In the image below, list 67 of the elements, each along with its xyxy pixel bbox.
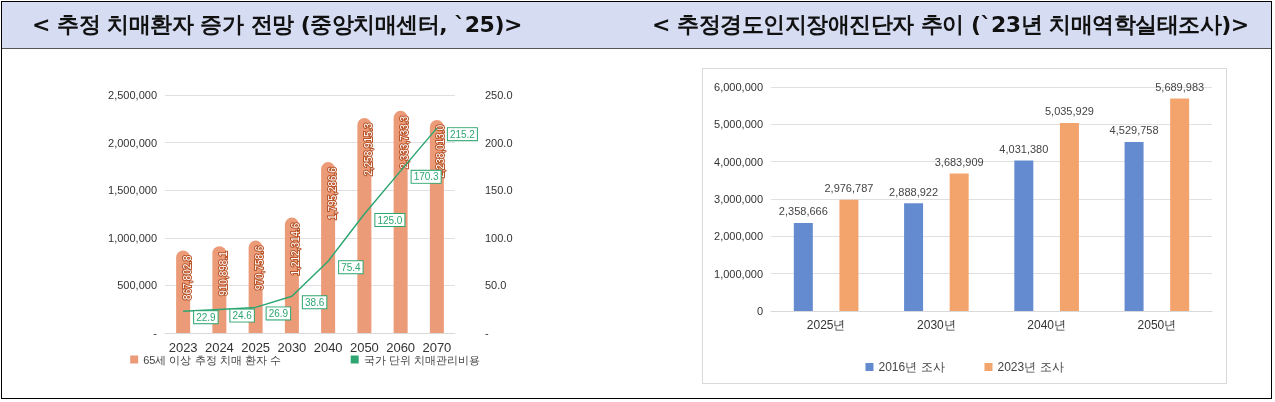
data-label: 4,031,380	[999, 143, 1049, 155]
x-tick-label: 2050년	[1137, 318, 1177, 332]
bar	[1124, 141, 1144, 311]
legend-label: 2023년 조사	[997, 360, 1064, 374]
data-label: 38.6	[304, 296, 325, 308]
data-label: 1,212,314.6	[290, 222, 302, 276]
y-tick-label: 4,000,000	[714, 155, 763, 168]
x-tick-label: 2030년	[917, 318, 956, 332]
bar	[793, 222, 813, 311]
bar	[1170, 98, 1190, 311]
data-label: 24.6	[232, 310, 253, 322]
data-label: 5,035,929	[1044, 105, 1094, 118]
data-label: 5,689,983	[1155, 81, 1205, 94]
x-tick-label: 2023	[168, 340, 198, 355]
y-tick-label: 2,500,000	[108, 89, 157, 101]
x-tick-label: 2040	[313, 340, 343, 355]
y2-tick-label: 100.0	[485, 231, 513, 244]
y-tick-label: 6,000,000	[714, 81, 763, 93]
data-label: 1,795,286.6	[326, 166, 338, 220]
x-tick-label: 2050	[349, 340, 379, 355]
bar	[904, 203, 924, 311]
data-label: 75.4	[341, 261, 362, 273]
bar	[1059, 122, 1079, 311]
y-tick-label: 3,000,000	[714, 193, 763, 205]
y-tick-label: -	[153, 327, 158, 339]
x-tick-label: 2070	[422, 340, 452, 355]
x-tick-label: 2030	[277, 340, 307, 355]
data-label: 2,333,733.3	[399, 115, 411, 169]
y2-tick-label: 200.0	[485, 136, 513, 149]
y2-tick-label: 150.0	[485, 184, 513, 197]
data-label: 2,258,915.3	[362, 122, 374, 176]
x-tick-label: 2024	[204, 340, 234, 355]
y2-tick-label: -	[485, 327, 489, 339]
data-label: 910,898.1	[217, 250, 229, 296]
y2-tick-label: 50.0	[485, 279, 507, 292]
data-label: 22.9	[196, 311, 217, 323]
data-label: 2,976,787	[824, 182, 874, 195]
y-tick-label: 1,000,000	[714, 267, 763, 280]
bar	[839, 199, 859, 311]
y2-tick-label: 250.0	[485, 89, 513, 101]
data-label: 970,758.6	[254, 245, 266, 291]
legend-label: 2016년 조사	[878, 360, 945, 374]
y-tick-label: 1,000,000	[108, 231, 157, 244]
data-label: 2,358,666	[778, 205, 828, 218]
bar	[1014, 160, 1034, 311]
data-label: 3,683,909	[934, 155, 984, 168]
y-tick-label: 500,000	[117, 279, 157, 292]
y-tick-label: 0	[756, 305, 763, 317]
x-tick-label: 2060	[386, 340, 416, 355]
data-label: 215.2	[449, 128, 476, 140]
y-tick-label: 1,500,000	[108, 184, 157, 197]
legend-label: 국가 단위 치매관리비용	[363, 353, 480, 366]
data-label: 125.0	[377, 214, 403, 226]
data-label: 26.9	[268, 307, 289, 319]
x-tick-label: 2025	[241, 340, 271, 355]
y-tick-label: 2,000,000	[714, 230, 763, 243]
x-tick-label: 2025년	[806, 318, 846, 332]
y-tick-label: 2,000,000	[108, 136, 157, 149]
data-label: 2,888,922	[889, 185, 939, 198]
y-tick-label: 5,000,000	[714, 118, 763, 131]
legend-label: 65세 이상 추정 치매 환자 수	[143, 353, 281, 366]
bar	[949, 173, 969, 311]
x-tick-label: 2040년	[1027, 318, 1066, 332]
chart-title: < 추정경도인지장애진단자 추이 (`23년 치매역학실태조사)>	[652, 11, 1249, 39]
data-label: 867,802.8	[181, 254, 193, 300]
data-label: 4,529,758	[1109, 124, 1159, 137]
chart-title: < 추정 치매환자 증가 전망 (중앙치매센터, `25)>	[32, 11, 522, 39]
